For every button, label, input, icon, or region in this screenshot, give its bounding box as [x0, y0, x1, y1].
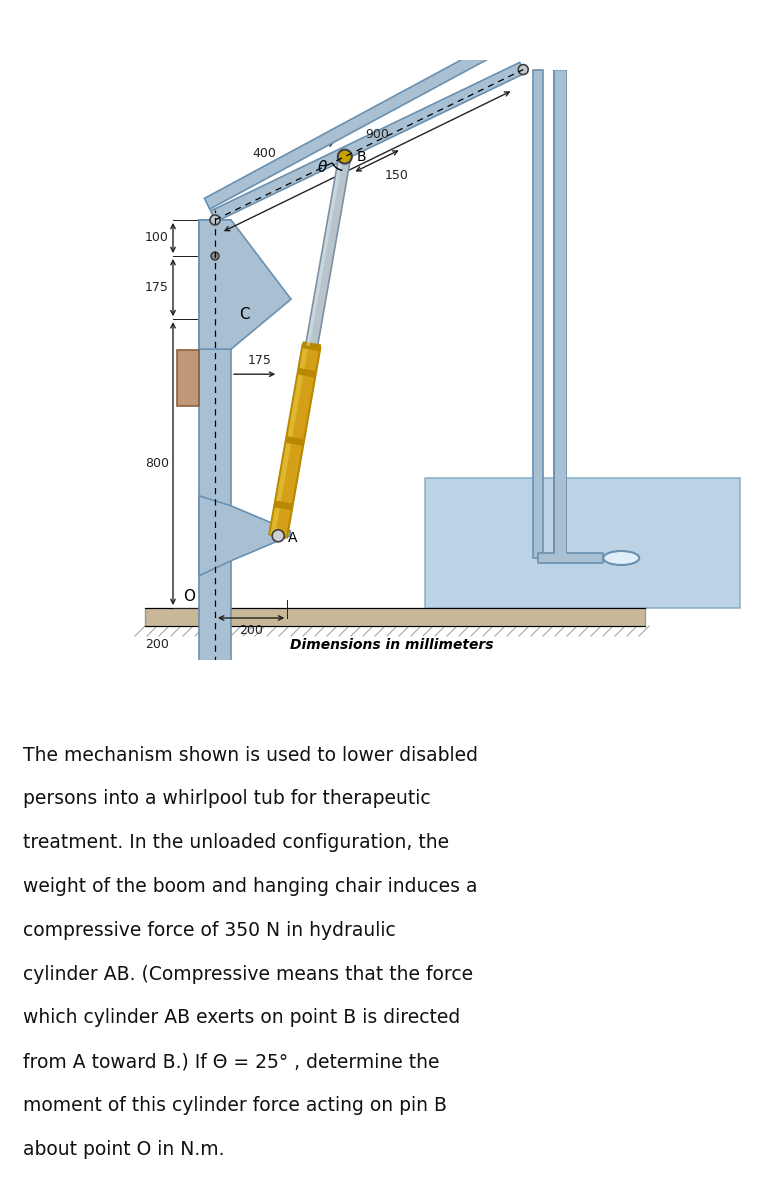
- Text: 200: 200: [145, 637, 169, 650]
- Polygon shape: [199, 496, 290, 576]
- Text: $\theta$: $\theta$: [317, 158, 328, 175]
- Text: C: C: [239, 307, 250, 322]
- Polygon shape: [302, 342, 321, 350]
- Polygon shape: [286, 437, 305, 445]
- Text: 150: 150: [385, 169, 409, 182]
- Polygon shape: [204, 36, 512, 209]
- Circle shape: [272, 529, 284, 541]
- Text: B: B: [357, 150, 366, 163]
- Polygon shape: [305, 156, 351, 347]
- Polygon shape: [269, 344, 320, 538]
- Text: 900: 900: [365, 128, 389, 142]
- Text: Dimensions in millimeters: Dimensions in millimeters: [290, 638, 493, 652]
- Circle shape: [210, 215, 220, 224]
- Polygon shape: [270, 344, 309, 535]
- Polygon shape: [306, 156, 343, 346]
- Text: 175: 175: [247, 354, 272, 367]
- Text: about point O in N.m.: about point O in N.m.: [23, 1140, 225, 1159]
- Text: from A toward B.) If Θ = 25° , determine the: from A toward B.) If Θ = 25° , determine…: [23, 1052, 440, 1072]
- Text: The mechanism shown is used to lower disabled: The mechanism shown is used to lower dis…: [23, 745, 478, 764]
- Polygon shape: [298, 368, 316, 377]
- Polygon shape: [199, 220, 231, 680]
- Text: 175: 175: [145, 281, 169, 294]
- Text: 100: 100: [145, 232, 169, 245]
- Text: treatment. In the unloaded configuration, the: treatment. In the unloaded configuration…: [23, 833, 449, 852]
- Text: moment of this cylinder force acting on pin B: moment of this cylinder force acting on …: [23, 1096, 448, 1115]
- Polygon shape: [199, 220, 291, 349]
- Bar: [177, 350, 199, 406]
- Text: 400: 400: [252, 148, 276, 160]
- Text: 800: 800: [145, 457, 169, 470]
- Circle shape: [337, 150, 352, 163]
- Text: O: O: [183, 589, 195, 604]
- Text: compressive force of 350 N in hydraulic: compressive force of 350 N in hydraulic: [23, 920, 396, 940]
- Circle shape: [518, 65, 529, 74]
- Text: 200: 200: [239, 624, 263, 637]
- Polygon shape: [211, 62, 525, 222]
- Text: A: A: [288, 530, 298, 545]
- Polygon shape: [274, 500, 293, 510]
- Ellipse shape: [603, 551, 639, 565]
- Text: cylinder AB. (Compressive means that the force: cylinder AB. (Compressive means that the…: [23, 965, 474, 984]
- Circle shape: [211, 252, 219, 260]
- Text: which cylinder AB exerts on point B is directed: which cylinder AB exerts on point B is d…: [23, 1008, 460, 1027]
- Text: persons into a whirlpool tub for therapeutic: persons into a whirlpool tub for therape…: [23, 790, 431, 809]
- Text: weight of the boom and hanging chair induces a: weight of the boom and hanging chair ind…: [23, 877, 478, 896]
